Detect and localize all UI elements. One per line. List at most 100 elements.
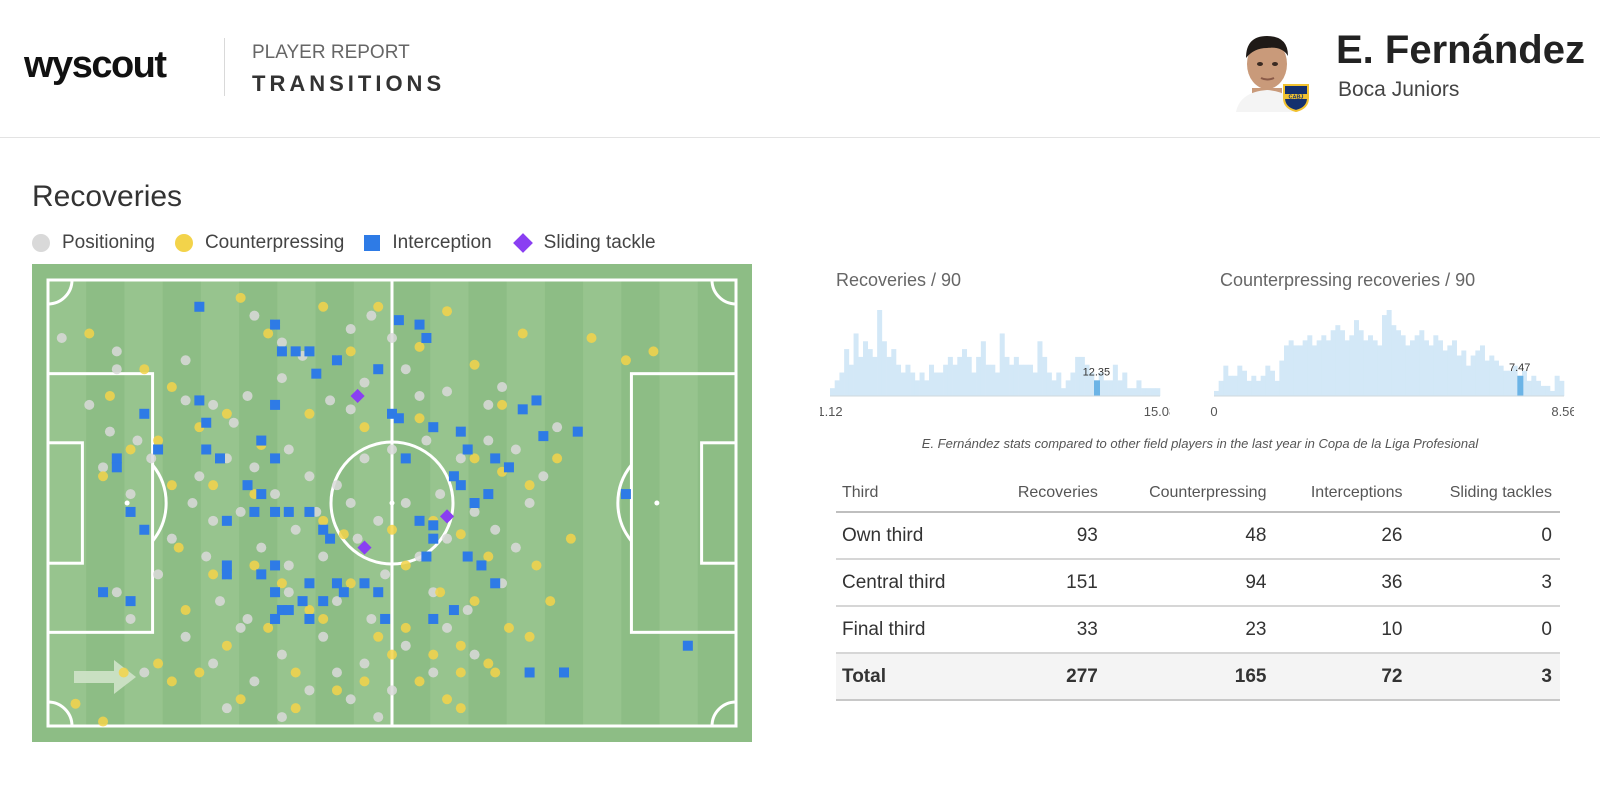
table-cell: 48	[1105, 512, 1275, 560]
recovery-point	[125, 444, 136, 455]
recovery-point	[387, 685, 397, 696]
histogram-bar	[1232, 375, 1238, 396]
histogram-bar	[877, 310, 883, 396]
histogram-bar	[1065, 380, 1071, 396]
table-row: Central third 151 94 36 3	[836, 559, 1560, 607]
histogram-bar	[1340, 330, 1345, 396]
recovery-point	[345, 404, 356, 415]
pitch-stripe	[583, 280, 622, 726]
histogram-bar	[1330, 330, 1336, 396]
histogram-bar	[1466, 365, 1471, 396]
recovery-point	[414, 390, 425, 401]
recovery-point	[256, 542, 267, 553]
histogram-bar	[1131, 388, 1137, 396]
recovery-point	[215, 596, 225, 607]
recovery-point	[304, 613, 315, 624]
histogram-bar	[844, 349, 850, 396]
histogram-bar	[1108, 380, 1114, 396]
histogram-bar	[1456, 355, 1462, 396]
histogram-bar	[1032, 372, 1038, 396]
recovery-point	[448, 605, 459, 616]
legend-marker-sliding-tackle	[512, 233, 533, 253]
corner-arc	[710, 700, 737, 727]
report-label: PLAYER REPORT	[252, 42, 410, 63]
histogram-bar	[1484, 360, 1490, 396]
recovery-point	[490, 524, 501, 535]
histogram-value-label: 7.47	[1509, 362, 1530, 374]
recovery-point	[400, 453, 411, 464]
legend-label: Positioning	[62, 232, 155, 253]
pitch-stripe	[430, 280, 469, 726]
section-title: Recoveries	[32, 180, 183, 213]
recovery-point	[318, 631, 329, 642]
recovery-point	[180, 605, 191, 616]
recovery-point	[139, 524, 150, 535]
histogram-bar	[830, 388, 836, 396]
recovery-point	[111, 462, 122, 473]
histogram-bar	[1526, 380, 1532, 396]
recovery-point	[180, 355, 191, 366]
recovery-point	[118, 667, 129, 678]
histogram-bar	[1103, 380, 1109, 396]
histogram-bar	[1079, 356, 1085, 396]
legend-marker-counterpressing	[174, 234, 193, 252]
recovery-point	[503, 622, 514, 633]
penalty-spot-right	[654, 500, 660, 506]
histogram-bar	[1145, 388, 1151, 396]
recovery-point	[538, 431, 549, 442]
recovery-point	[111, 364, 122, 375]
recovery-point	[455, 453, 466, 464]
recovery-point	[235, 694, 246, 705]
histogram-bar	[1042, 356, 1048, 396]
recovery-point	[517, 328, 528, 339]
histogram-bar	[1298, 345, 1303, 396]
recovery-point	[387, 332, 397, 343]
recovery-point	[139, 408, 150, 419]
goal-area-right	[700, 441, 738, 565]
recovery-point	[270, 587, 281, 598]
histogram-bar	[1494, 360, 1499, 396]
recovery-point	[166, 676, 177, 687]
recovery-point	[469, 506, 480, 517]
recovery-point	[276, 373, 287, 384]
histogram-bar	[1037, 341, 1043, 396]
recovery-point	[304, 578, 315, 589]
recovery-point	[325, 395, 336, 406]
report-header: wyscout PLAYER REPORT TRANSITIONS CABJ E…	[0, 0, 1600, 138]
table-cell: Final third	[836, 606, 985, 654]
recovery-point	[503, 462, 514, 473]
recovery-point	[256, 489, 267, 500]
histogram-bar	[1265, 365, 1271, 396]
histogram-bar	[924, 380, 930, 396]
histogram-bar	[1405, 345, 1411, 396]
recovery-point	[387, 408, 397, 419]
recovery-point	[442, 306, 453, 317]
recovery-point	[380, 569, 391, 580]
recovery-point	[235, 622, 246, 633]
recovery-point	[442, 533, 453, 544]
histogram-value-label: 12.35	[1083, 366, 1111, 378]
recovery-point	[345, 498, 356, 508]
recovery-point	[194, 395, 205, 406]
table-cell: 165	[1105, 653, 1275, 701]
header-divider	[224, 38, 225, 96]
recovery-point	[139, 667, 150, 678]
table-cell: 0	[1410, 606, 1560, 654]
recovery-point	[263, 622, 274, 633]
recovery-point	[283, 560, 294, 571]
recovery-point	[98, 471, 109, 482]
histogram-highlight-bar	[1094, 380, 1100, 396]
histogram-bar	[1386, 310, 1392, 396]
histogram-bar	[1214, 390, 1219, 396]
recovery-point	[490, 667, 501, 678]
table-cell: 10	[1274, 606, 1411, 654]
recovery-point	[270, 319, 281, 330]
recovery-point	[400, 640, 411, 651]
recovery-point	[270, 489, 281, 500]
recovery-point	[304, 471, 315, 482]
corner-arc	[710, 279, 737, 306]
table-cell: Total	[836, 653, 985, 701]
histogram-bar	[910, 372, 916, 396]
recovery-point	[304, 346, 315, 357]
histogram-bar	[985, 364, 991, 396]
